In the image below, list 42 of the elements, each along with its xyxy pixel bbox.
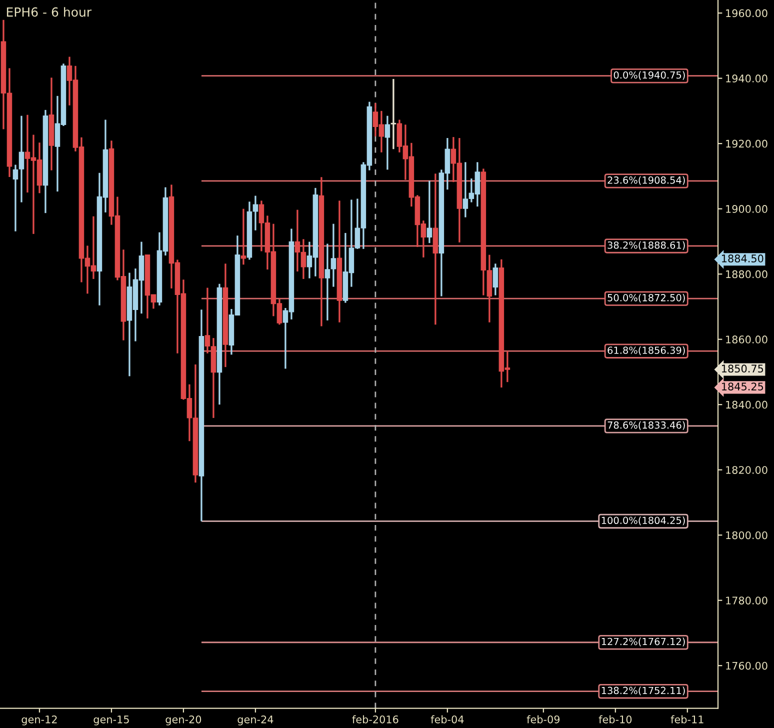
y-tick-label: 1800.00 — [726, 531, 768, 540]
x-tick-label: feb-04 — [430, 715, 464, 724]
candlestick — [492, 262, 498, 296]
chart-title: EPH6 - 6 hour — [6, 7, 92, 17]
x-tick-label: feb-10 — [598, 715, 632, 724]
ref-line-label: 0.0%(1940.75) — [614, 71, 685, 80]
ref-line-label: 61.8%(1856.39) — [608, 346, 685, 356]
y-tick-label: 1860.00 — [726, 336, 768, 344]
y-tick-label: 1960.00 — [726, 9, 768, 18]
x-tick-label: gen-15 — [94, 716, 129, 726]
x-tick-label: feb-09 — [526, 715, 560, 724]
candlestick — [330, 222, 336, 288]
ref-line-label: 50.0%(1872.50) — [608, 294, 685, 303]
ref-line-label: 138.2%(1752.11) — [602, 686, 685, 696]
y-tick-label: 1780.00 — [726, 596, 768, 604]
ref-line-label: 127.2%(1767.12) — [602, 638, 685, 646]
y-tick-label: 1760.00 — [726, 662, 768, 670]
candlestick — [426, 180, 432, 244]
y-tick-label: 1880.00 — [726, 270, 768, 278]
y-tick-label: 1820.00 — [726, 466, 768, 474]
x-tick-label: gen-24 — [238, 715, 274, 726]
ref-line-label: 23.6%(1908.54) — [608, 176, 685, 185]
candlestick — [324, 242, 330, 322]
candlestick — [390, 78, 396, 150]
y-tick-label: 1940.00 — [726, 74, 768, 82]
y-tick-label: 1840.00 — [726, 400, 768, 409]
text: 1850.75 — [722, 364, 764, 373]
text: 1884.50 — [722, 254, 764, 262]
ref-line-label: 78.6%(1833.46) — [608, 421, 685, 430]
candlestick — [240, 208, 246, 266]
x-tick-label: gen-20 — [166, 715, 202, 726]
candlestick — [18, 114, 24, 204]
ref-line-label: 38.2%(1888.61) — [608, 241, 685, 250]
x-tick-label: feb-2016 — [352, 715, 398, 724]
candlestick — [12, 164, 18, 232]
candlestick — [384, 114, 390, 170]
text: 1845.25 — [722, 382, 764, 390]
x-tick-label: feb-11 — [670, 715, 704, 724]
y-tick-label: 1900.00 — [726, 205, 768, 213]
ref-line-label: 100.0%(1804.25) — [602, 516, 685, 526]
y-tick-label: 1920.00 — [726, 140, 768, 148]
x-tick-label: gen-12 — [22, 715, 57, 726]
